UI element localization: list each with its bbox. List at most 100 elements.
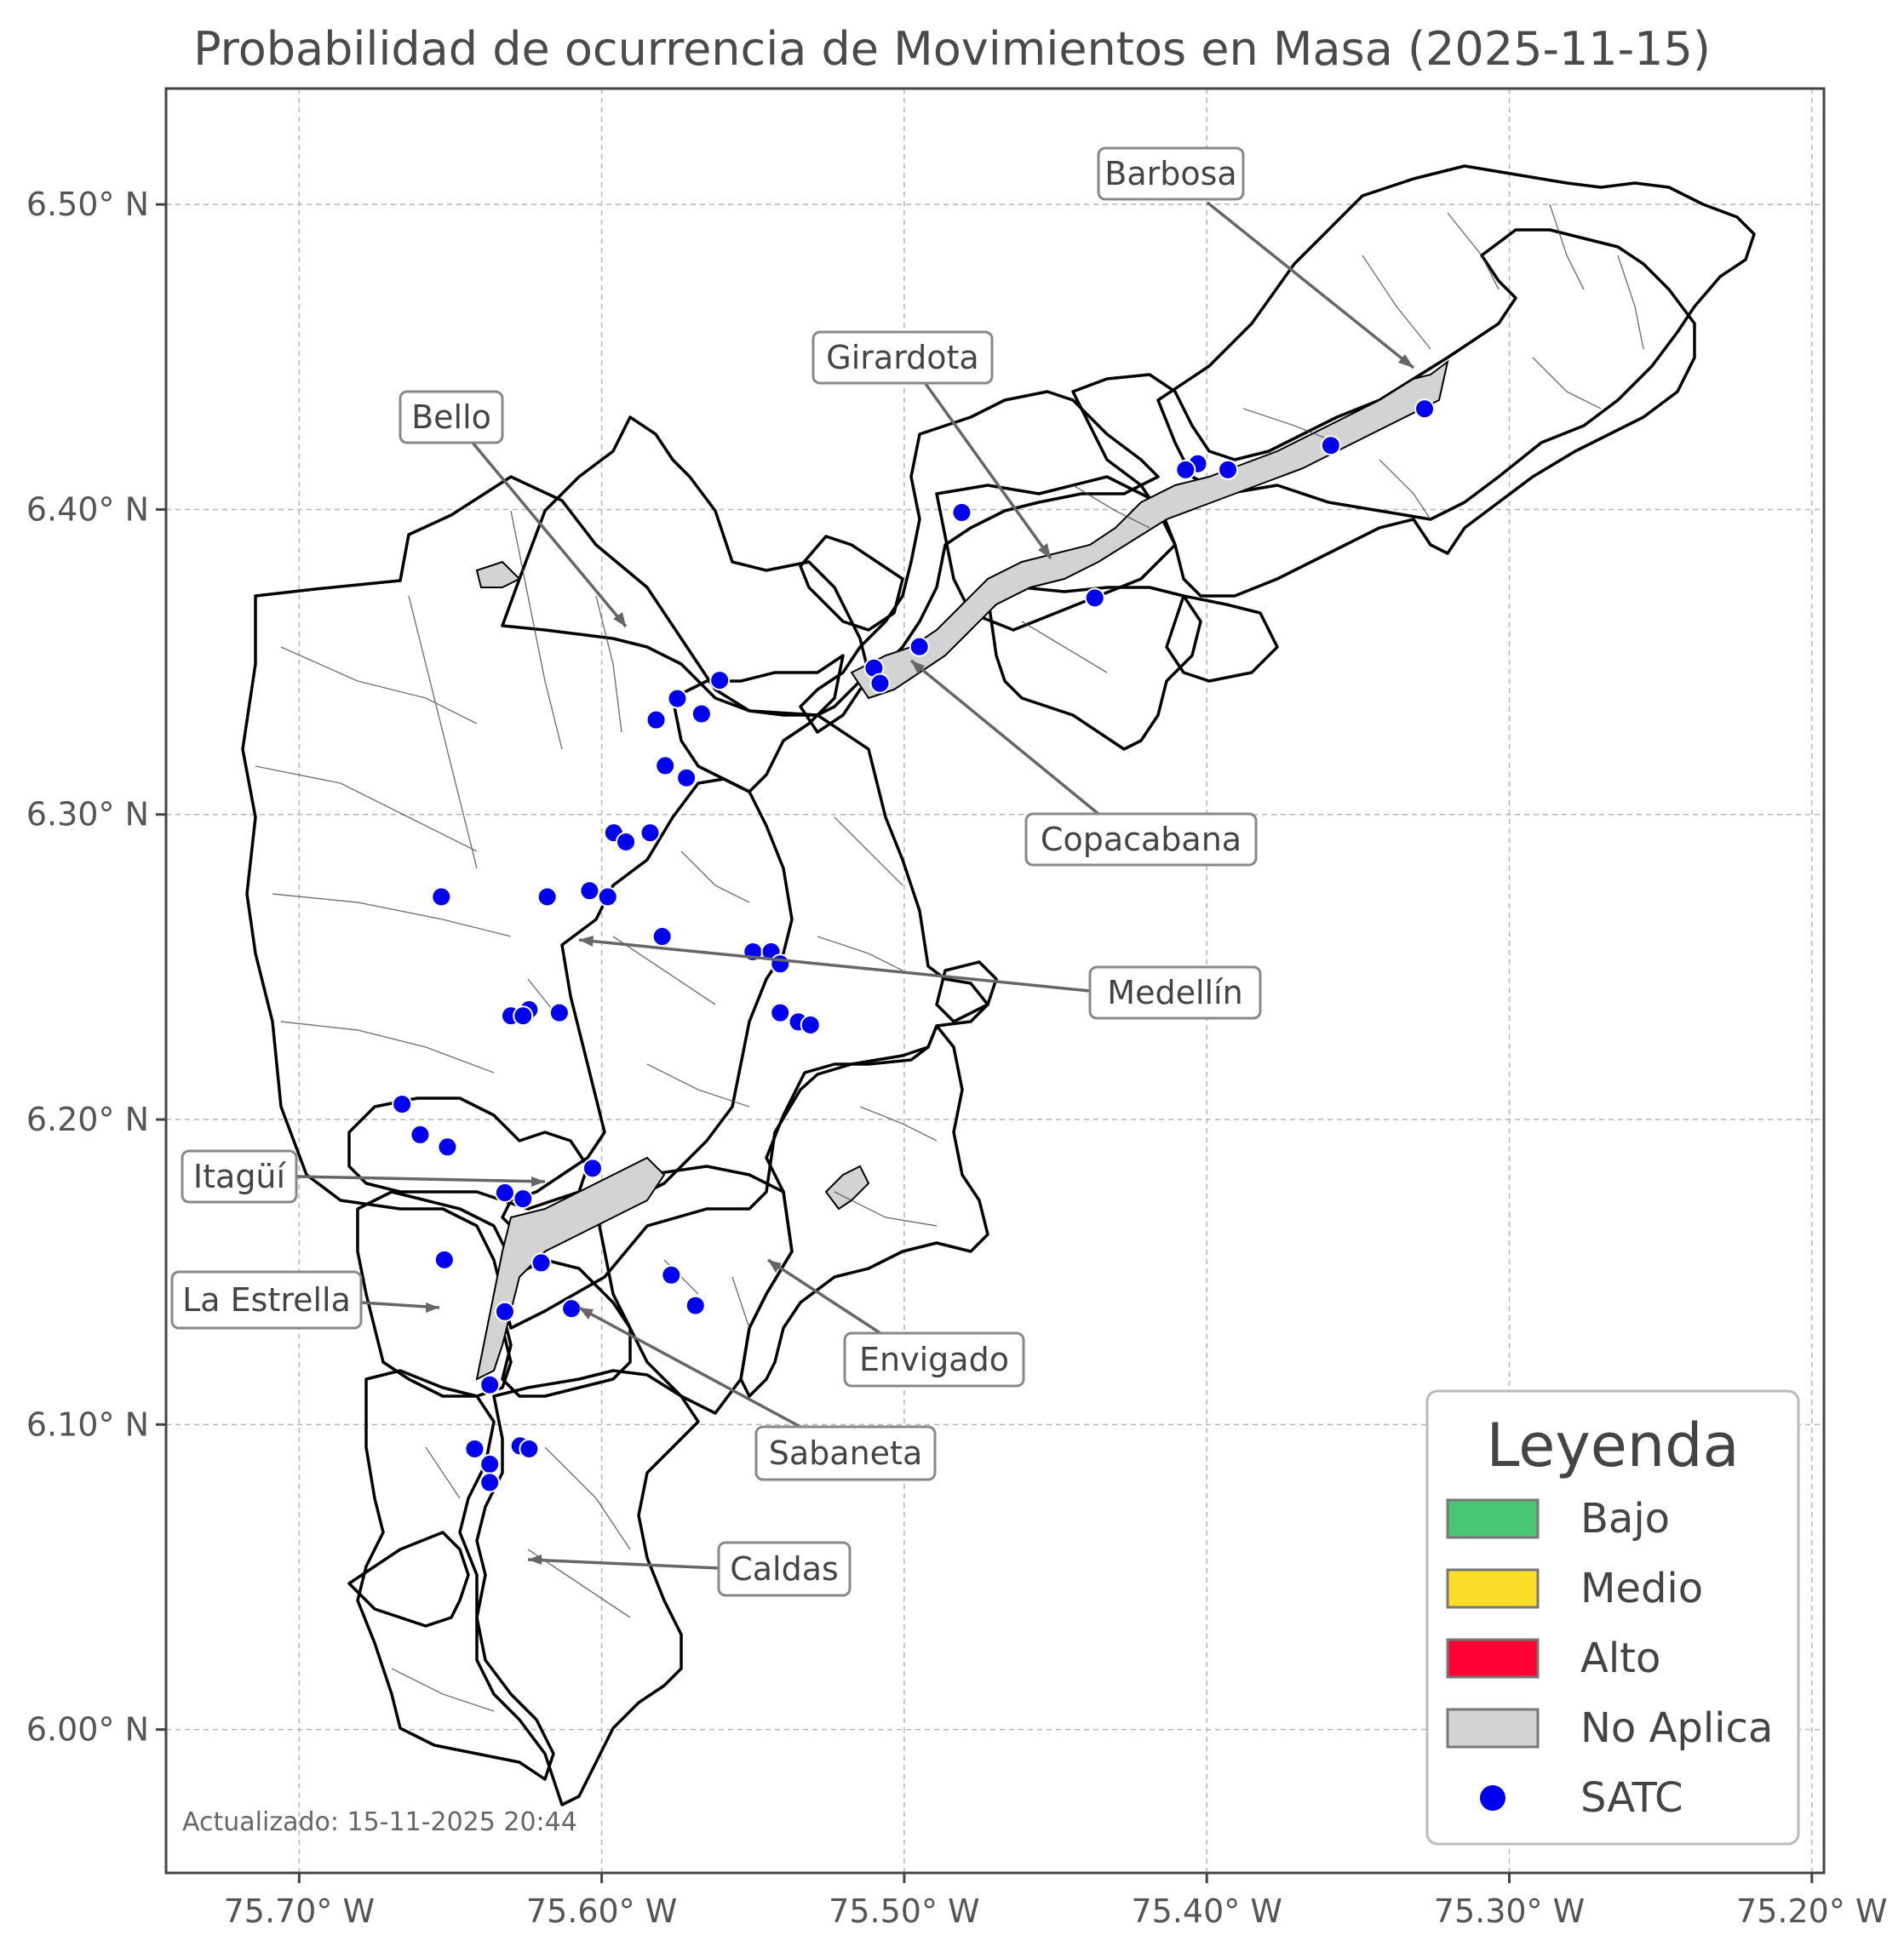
satc-station-point <box>951 502 972 524</box>
label-caldas: Caldas <box>730 1550 839 1588</box>
satc-station-point <box>770 953 791 975</box>
legend-label-noaplica: No Aplica <box>1580 1704 1773 1752</box>
region-medio-barbosa-2 <box>1165 594 1279 683</box>
satc-station-point <box>597 886 618 908</box>
satc-station-point <box>519 1438 540 1459</box>
label-sabaneta: Sabaneta <box>769 1434 922 1472</box>
label-girardota: Girardota <box>826 339 978 376</box>
arrowhead-barbosa <box>1398 354 1414 368</box>
x-tick-label: 75.30° W <box>1434 1892 1585 1930</box>
region-noaplica-south <box>475 1156 666 1381</box>
region-bajo-caldas-sw <box>347 1531 470 1628</box>
satc-station-point <box>479 1374 501 1395</box>
arrowhead-copacabana <box>911 661 925 674</box>
arrow-medellin <box>578 938 1091 993</box>
region-noaplica-river <box>850 359 1449 700</box>
satc-station-point <box>667 688 688 709</box>
satc-station-point <box>479 1453 501 1474</box>
arrowhead-envigado <box>768 1260 782 1273</box>
satc-station-point <box>410 1124 431 1145</box>
region-noaplica-medellin <box>501 777 794 1236</box>
satc-station-point <box>437 1137 458 1158</box>
region-noaplica-bello <box>671 654 845 793</box>
x-tick-label: 75.20° W <box>1736 1892 1887 1930</box>
label-copacabana: Copacabana <box>1041 821 1242 858</box>
axis-ticks: 75.70° W 75.60° W 75.50° W 75.40° W 75.30° W… <box>26 186 1888 1930</box>
satc-station-point <box>661 1264 682 1285</box>
region-medio-sabaneta <box>501 1258 632 1398</box>
label-box-caldas <box>717 1541 852 1597</box>
satc-station-point <box>685 1295 706 1316</box>
arrow-barbosa <box>1206 201 1415 369</box>
satc-station-point <box>770 1002 791 1023</box>
arrowhead-sabaneta <box>579 1308 594 1320</box>
satc-station-point <box>709 670 731 691</box>
satc-station-point <box>655 755 676 776</box>
satc-station-point <box>582 1158 603 1179</box>
satc-station-point <box>616 831 637 852</box>
label-box-copacabana <box>1024 812 1258 867</box>
satc-station-point <box>494 1182 515 1204</box>
map-legend: Leyenda Bajo Medio Alto No Aplica SATC <box>1425 1389 1800 1846</box>
label-laestrella: La Estrella <box>182 1281 351 1319</box>
y-tick-label: 6.10° N <box>26 1406 149 1443</box>
arrowhead-medellin <box>579 936 594 947</box>
label-box-laestrella <box>170 1270 363 1330</box>
region-alto-caldas <box>475 1369 700 1806</box>
label-box-barbosa <box>1097 146 1245 201</box>
plot-frame <box>164 87 1826 1875</box>
arrowhead-girardota <box>1038 543 1051 558</box>
satc-station-point <box>869 673 891 694</box>
legend-swatch-medio <box>1446 1568 1540 1609</box>
satc-station-point <box>431 886 452 908</box>
arrow-copacabana <box>909 659 1100 816</box>
satc-station-point <box>645 709 667 730</box>
satc-station-point <box>494 1301 515 1322</box>
arrow-caldas <box>527 1558 720 1570</box>
y-tick-label: 6.20° N <box>26 1101 149 1138</box>
region-medio-girardota-south <box>986 586 1202 751</box>
arrow-bello <box>471 441 628 628</box>
region-bajo-barbosa <box>1156 164 1756 521</box>
satc-station-point <box>1175 459 1196 480</box>
updated-text: Actualizado: 15-11-2025 20:44 <box>182 1807 577 1837</box>
satc-station-point <box>561 1298 582 1320</box>
legend-swatch-bajo <box>1446 1498 1540 1539</box>
satc-station-point <box>1218 459 1239 480</box>
legend-label-satc: SATC <box>1580 1774 1683 1822</box>
region-noaplica-envigado <box>824 1165 870 1211</box>
region-polygons <box>241 164 1756 1806</box>
satc-station-point <box>513 1188 534 1210</box>
satc-station-point <box>676 767 697 788</box>
region-medio-barbosa <box>1071 228 1696 598</box>
x-tick-label: 75.70° W <box>224 1892 375 1930</box>
region-medio-caldas-w <box>356 1369 555 1781</box>
legend-title: Leyenda <box>1486 1411 1739 1480</box>
satc-station-point <box>800 1014 821 1035</box>
arrow-envigado <box>767 1258 886 1338</box>
satc-station-point <box>513 1005 534 1027</box>
legend-label-medio: Medio <box>1580 1565 1703 1612</box>
x-tick-label: 75.60° W <box>526 1892 677 1930</box>
region-alto-north <box>799 535 904 632</box>
legend-label-bajo: Bajo <box>1580 1495 1670 1543</box>
satc-station-point <box>691 703 712 724</box>
satc-station-point <box>1414 398 1436 420</box>
label-box-sabaneta <box>754 1425 937 1481</box>
label-envigado: Envigado <box>859 1341 1009 1378</box>
satc-station-point <box>651 926 673 948</box>
arrowhead-laestrella <box>426 1303 439 1313</box>
y-tick-label: 6.00° N <box>26 1711 149 1749</box>
region-bajo-west <box>241 475 989 1330</box>
legend-swatch-alto <box>1446 1638 1540 1679</box>
label-box-girardota <box>811 330 994 385</box>
arrowhead-bello <box>613 612 626 627</box>
label-medellin: Medellín <box>1107 974 1242 1011</box>
arrow-sabaneta <box>578 1306 801 1429</box>
legend-label-alto: Alto <box>1580 1635 1660 1682</box>
label-box-bello <box>399 390 504 444</box>
municipality-labels: Barbosa Girardota Bello Copacabana Medel… <box>170 146 1415 1597</box>
satc-station-point <box>1084 587 1105 609</box>
satc-station-point <box>579 880 600 902</box>
